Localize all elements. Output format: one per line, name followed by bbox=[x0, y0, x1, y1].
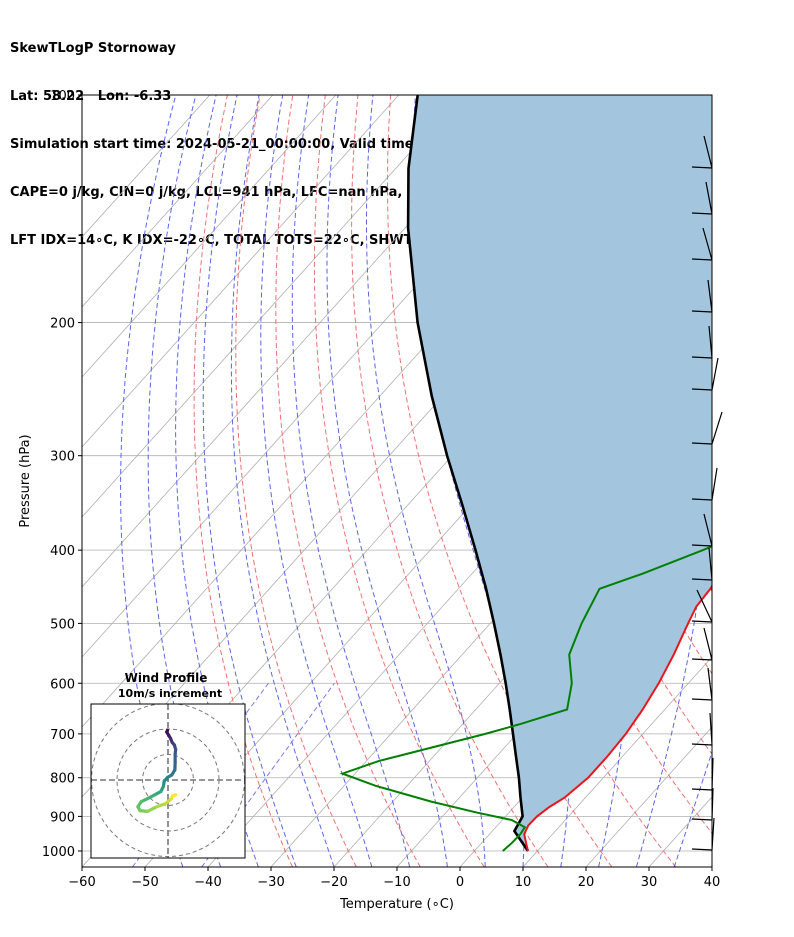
y-tick-label: 1000 bbox=[42, 845, 75, 860]
wind-barb-flag bbox=[691, 698, 713, 701]
instability-shading bbox=[408, 95, 712, 851]
moist-adiabat-line bbox=[230, 95, 335, 867]
wind-barb-flag bbox=[691, 788, 713, 791]
x-tick-label: −20 bbox=[320, 875, 347, 890]
mixing-ratio-line bbox=[201, 683, 335, 867]
moist-adiabat-line bbox=[291, 95, 411, 867]
wind-barb bbox=[711, 411, 723, 445]
dry-adiabat-line bbox=[275, 95, 421, 867]
wind-barb-flag bbox=[691, 442, 713, 445]
y-tick-label: 500 bbox=[50, 617, 75, 632]
x-tick-label: 0 bbox=[456, 875, 464, 890]
moist-adiabat-line bbox=[202, 95, 297, 867]
wind-barb bbox=[707, 667, 713, 701]
y-tick-label: 800 bbox=[50, 772, 75, 787]
moist-adiabat-line bbox=[711, 865, 712, 867]
wind-barb bbox=[703, 135, 713, 169]
dry-adiabat-line bbox=[750, 95, 794, 867]
x-tick-label: 40 bbox=[704, 875, 721, 890]
wind-barb-flag bbox=[691, 310, 713, 313]
wind-barb bbox=[711, 467, 718, 501]
x-tick-label: −30 bbox=[257, 875, 284, 890]
hodograph-trace-segment bbox=[170, 793, 178, 798]
hodograph-title: Wind Profile bbox=[125, 671, 208, 685]
isotherm-line bbox=[522, 656, 712, 867]
temperature-profile-line bbox=[523, 583, 712, 852]
moist-adiabat-line bbox=[326, 95, 448, 867]
wind-barb-flag bbox=[691, 544, 713, 547]
x-tick-label: −60 bbox=[68, 875, 95, 890]
x-tick-label: 30 bbox=[641, 875, 658, 890]
wind-barb bbox=[702, 227, 713, 261]
y-tick-label: 100 bbox=[50, 89, 75, 104]
isotherm-line bbox=[585, 726, 712, 867]
isotherm-line bbox=[775, 95, 794, 867]
isotherm-line bbox=[82, 95, 400, 448]
isotherm-line bbox=[82, 95, 211, 238]
hodograph-frame bbox=[90, 703, 246, 859]
moist-adiabat-line bbox=[366, 95, 486, 867]
dry-adiabat-line bbox=[193, 95, 293, 867]
dewpoint-profile-line bbox=[339, 545, 712, 852]
y-tick-label: 700 bbox=[50, 728, 75, 743]
wind-barb bbox=[711, 357, 719, 391]
dry-adiabat-line bbox=[235, 95, 357, 867]
hodograph-inset: Wind Profile 10m/s increment bbox=[90, 671, 246, 859]
moist-adiabat-line bbox=[788, 95, 794, 867]
x-tick-label: −40 bbox=[194, 875, 221, 890]
wind-barb-flag bbox=[691, 388, 713, 391]
y-axis-label: Pressure (hPa) bbox=[18, 434, 33, 527]
wind-barb-flag bbox=[691, 818, 713, 821]
x-tick-label: −10 bbox=[383, 875, 410, 890]
dry-adiabat-line bbox=[782, 95, 794, 867]
wind-barb-flag bbox=[691, 743, 713, 746]
wind-barb-flag bbox=[691, 166, 713, 169]
x-tick-label: −50 bbox=[131, 875, 158, 890]
moist-adiabat-line bbox=[750, 95, 794, 867]
y-tick-label: 900 bbox=[50, 810, 75, 825]
isotherm-line bbox=[82, 95, 337, 378]
wind-barb bbox=[696, 589, 713, 623]
wind-barb-flag bbox=[691, 258, 713, 261]
x-tick-label: 20 bbox=[578, 875, 595, 890]
wind-barb bbox=[707, 279, 713, 313]
wind-barb-flag bbox=[691, 848, 713, 851]
isotherm-line bbox=[82, 95, 463, 518]
wind-barb-flag bbox=[691, 620, 713, 623]
hodograph-trace-segment bbox=[146, 805, 159, 813]
station-location: Lat: 58.22 Lon: -6.33 bbox=[10, 89, 172, 104]
y-tick-label: 400 bbox=[50, 544, 75, 559]
parcel-profile-line bbox=[406, 95, 530, 852]
dry-adiabat-line bbox=[717, 95, 794, 867]
y-tick-label: 600 bbox=[50, 677, 75, 692]
hodograph-subtitle: 10m/s increment bbox=[118, 687, 222, 700]
x-axis-label: Temperature (∘C) bbox=[339, 897, 454, 912]
wind-barb-flag bbox=[691, 658, 713, 661]
dry-adiabat-line bbox=[386, 95, 613, 867]
dry-adiabat-line bbox=[351, 95, 549, 867]
wind-barb bbox=[703, 627, 713, 661]
isotherm-line bbox=[82, 95, 274, 308]
wind-barb-flag bbox=[691, 498, 713, 501]
station-title: SkewTLogP Stornoway bbox=[10, 41, 176, 56]
isotherm-line bbox=[711, 866, 712, 867]
wind-barb-flag bbox=[691, 212, 713, 215]
wind-barb bbox=[703, 513, 713, 547]
wind-barb-flag bbox=[691, 578, 713, 581]
y-tick-label: 200 bbox=[50, 317, 75, 332]
x-tick-label: 10 bbox=[515, 875, 532, 890]
wind-barb bbox=[705, 181, 713, 215]
moist-adiabat-line bbox=[260, 95, 373, 867]
y-tick-label: 300 bbox=[50, 450, 75, 465]
wind-barb-flag bbox=[691, 356, 713, 359]
moist-adiabat-line bbox=[673, 750, 712, 867]
dry-adiabat-line bbox=[313, 95, 485, 867]
